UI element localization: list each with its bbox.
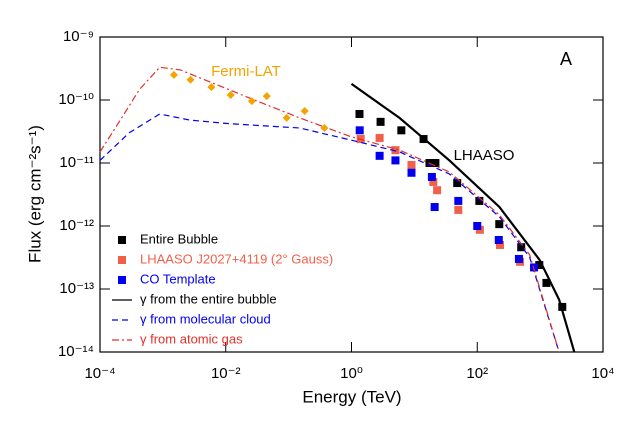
- data-point: [433, 186, 442, 195]
- data-point: [226, 91, 235, 100]
- data-point: [453, 179, 462, 188]
- x-tick-label: 10²: [466, 365, 488, 382]
- legend-label: CO Template: [140, 271, 216, 286]
- data-point: [320, 123, 329, 132]
- y-tick-label: 10⁻⁹: [63, 28, 94, 45]
- data-point: [407, 160, 416, 169]
- y-tick-label: 10⁻¹²: [59, 217, 94, 234]
- data-point: [391, 156, 400, 165]
- legend-marker: [118, 276, 126, 284]
- data-point: [535, 261, 544, 270]
- legend-marker: [118, 236, 126, 244]
- y-tick-label: 10⁻¹⁰: [58, 91, 94, 108]
- y-tick-label: 10⁻¹¹: [59, 154, 94, 171]
- data-point: [427, 172, 436, 181]
- data-point: [475, 196, 484, 205]
- y-tick-label: 10⁻¹³: [59, 280, 94, 297]
- data-point: [429, 177, 438, 186]
- data-point: [262, 92, 271, 101]
- data-point: [454, 205, 463, 214]
- legend-label: LHAASO J2027+4119 (2° Gauss): [140, 251, 333, 266]
- data-point: [282, 113, 291, 122]
- data-point: [430, 203, 439, 212]
- data-point: [376, 117, 385, 126]
- data-point: [431, 159, 440, 167]
- data-point: [300, 106, 309, 115]
- model-curve: [350, 83, 576, 353]
- model-curve: [99, 113, 560, 353]
- x-tick-label: 10⁴: [591, 365, 614, 382]
- x-tick-label: 10⁻²: [211, 365, 241, 382]
- data-point: [514, 254, 523, 263]
- data-point: [517, 243, 526, 252]
- y-axis-label: Flux (erg cm⁻²s⁻¹): [25, 125, 44, 263]
- annotation: A: [560, 49, 572, 69]
- data-point: [473, 222, 482, 230]
- data-point: [542, 278, 551, 287]
- model-curve: [99, 66, 560, 353]
- data-point: [207, 83, 216, 92]
- annotation: Fermi-LAT: [211, 63, 281, 80]
- data-point: [186, 75, 195, 84]
- data-point: [375, 133, 384, 142]
- legend-marker: [118, 256, 126, 264]
- data-point: [454, 196, 463, 205]
- legend-label: γ from the entire bubble: [140, 291, 277, 306]
- data-point: [169, 70, 178, 79]
- legend-label: γ from molecular cloud: [140, 311, 271, 326]
- annotation: LHAASO: [454, 147, 515, 164]
- legend-label: γ from atomic gas: [140, 331, 243, 346]
- x-tick-label: 10⁰: [340, 365, 363, 382]
- data-point: [375, 151, 384, 160]
- x-axis-label: Energy (TeV): [302, 387, 401, 406]
- data-point: [355, 126, 364, 135]
- y-tick-label: 10⁻¹⁴: [58, 343, 94, 360]
- data-point: [355, 109, 364, 118]
- data-point: [397, 126, 406, 135]
- data-point: [495, 240, 504, 249]
- data-point: [407, 168, 416, 177]
- data-point: [494, 235, 503, 244]
- x-tick-label: 10⁻⁴: [84, 365, 115, 382]
- data-point: [495, 220, 504, 229]
- data-point: [391, 146, 400, 155]
- legend-label: Entire Bubble: [140, 231, 218, 246]
- data-point: [247, 97, 256, 106]
